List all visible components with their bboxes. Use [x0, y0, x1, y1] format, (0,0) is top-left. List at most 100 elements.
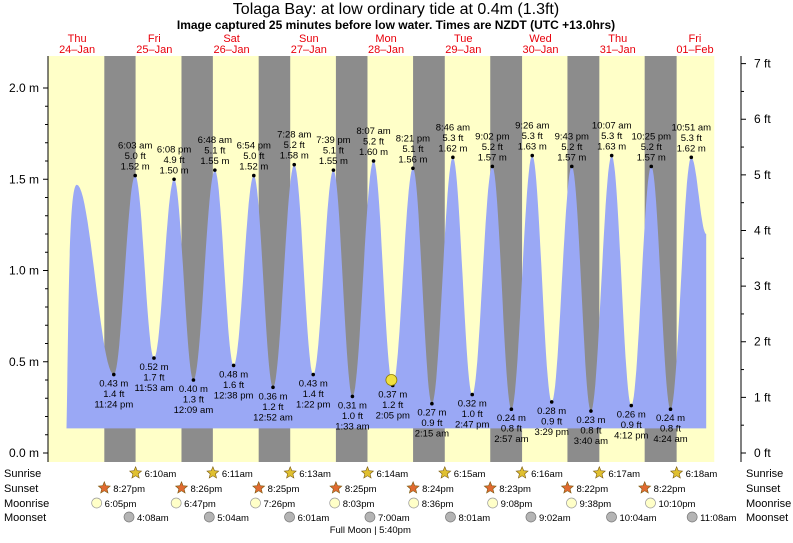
- sunset-icon: [97, 481, 111, 494]
- extreme-point: [569, 164, 574, 169]
- extreme-label: 9:26 am: [515, 121, 549, 132]
- moonrise-icon: [566, 497, 577, 509]
- extreme-label: 6:03 am: [118, 141, 152, 152]
- extreme-label: 1:33 am: [335, 421, 369, 432]
- left-tick-label: 0.0 m: [9, 446, 39, 460]
- full-moon-label: Full Moon | 5:40pm: [330, 525, 411, 536]
- extreme-label: 7:28 am: [277, 130, 311, 141]
- sunset-time: 8:27pm: [113, 484, 145, 495]
- sunset-time: 8:22pm: [576, 484, 608, 495]
- sunset-time: 8:25pm: [268, 484, 300, 495]
- extreme-label: 2:57 am: [494, 434, 528, 445]
- day-label-date: 30–Jan: [522, 44, 558, 56]
- extreme-label: 0.43 m: [299, 379, 328, 390]
- chart-title: Tolaga Bay: at low ordinary tide at 0.4m…: [233, 1, 559, 18]
- sunset-time: 8:23pm: [499, 484, 531, 495]
- extreme-label: 2:15 am: [415, 429, 449, 440]
- day-label-dow: Sun: [299, 33, 319, 45]
- extreme-label: 8:21 pm: [396, 133, 430, 144]
- extreme-point: [451, 155, 455, 160]
- sunset-icon: [560, 481, 575, 494]
- extreme-label: 4:12 pm: [614, 431, 648, 442]
- moonset-icon: [203, 511, 215, 523]
- extreme-point: [411, 166, 415, 171]
- sunrise-time: 6:18am: [686, 469, 718, 480]
- extreme-point: [530, 153, 535, 158]
- right-tick-label: 4 ft: [754, 223, 771, 237]
- day-label-date: 26–Jan: [214, 44, 250, 56]
- extreme-label: 10:07 am: [592, 121, 632, 132]
- sunset-icon: [406, 481, 420, 494]
- moonrise-icon: [329, 497, 341, 509]
- extreme-label: 0.48 m: [219, 369, 248, 380]
- left-tick-label: 2.0 m: [9, 81, 39, 95]
- extreme-label: 0.40 m: [179, 384, 208, 395]
- row-label-right: Moonset: [746, 512, 788, 524]
- extreme-point: [689, 155, 694, 160]
- extreme-label: 11:53 am: [135, 383, 174, 394]
- extreme-label: 11:24 pm: [94, 400, 133, 411]
- current-tide-marker: [385, 374, 398, 386]
- sun-moon-events: Sunrise Sunrise Sunset Sunset Moonrise Moonri…: [4, 466, 791, 536]
- extreme-label: 0.36 m: [258, 391, 287, 402]
- axes: 0.0 m 0.5 m 1.0 m 1.5 m 2.0 m 0 ft 1 ft 2 ft 3 f…: [9, 56, 771, 462]
- sunset-icon: [638, 481, 652, 494]
- sunrise-time: 6:17am: [608, 469, 640, 480]
- extreme-label: 1.0 ft: [462, 409, 483, 420]
- moonrise-time: 9:08pm: [501, 499, 533, 510]
- extreme-point: [191, 378, 196, 382]
- extreme-label: 0.27 m: [417, 408, 446, 419]
- extreme-label: 1.3 ft: [183, 395, 204, 406]
- sunset-icon: [483, 481, 497, 494]
- day-label-date: 28–Jan: [368, 44, 404, 56]
- day-label-date: 24–Jan: [59, 44, 95, 56]
- extreme-point: [133, 173, 138, 178]
- extreme-label: 1:22 pm: [296, 400, 330, 411]
- extreme-point: [231, 363, 236, 368]
- sunset-time: 8:24pm: [422, 484, 454, 495]
- moonrise-time: 9:38pm: [579, 499, 611, 510]
- moonset-icon: [284, 511, 295, 523]
- extreme-label: 5.2 ft: [284, 140, 305, 151]
- extreme-label: 1.62 m: [438, 143, 467, 154]
- extreme-label: 1.52 m: [239, 162, 268, 173]
- extreme-point: [668, 407, 673, 412]
- row-label-left: Sunrise: [4, 468, 41, 480]
- extreme-label: 1.0 ft: [342, 411, 363, 422]
- right-tick-label: 0 ft: [754, 446, 771, 460]
- extreme-point: [331, 168, 336, 172]
- sunset-icon: [252, 481, 266, 494]
- extreme-label: 0.9 ft: [421, 418, 442, 429]
- extreme-label: 1.63 m: [597, 142, 626, 153]
- extreme-label: 0.28 m: [537, 406, 566, 417]
- extreme-label: 1.7 ft: [143, 373, 164, 384]
- sunrise-time: 6:10am: [145, 469, 177, 480]
- extreme-point: [172, 177, 176, 182]
- moonrise-icon: [645, 497, 656, 509]
- extreme-label: 4:24 am: [653, 434, 687, 445]
- sunrise-icon: [206, 466, 220, 479]
- right-tick-label: 1 ft: [754, 390, 771, 404]
- extreme-label: 5.0 ft: [243, 151, 264, 162]
- extreme-point: [470, 392, 475, 397]
- row-label-left: Moonrise: [4, 498, 49, 510]
- day-label-dow: Wed: [529, 33, 551, 45]
- extreme-label: 0.31 m: [338, 400, 367, 411]
- extreme-point: [629, 403, 634, 408]
- extreme-label: 5.1 ft: [204, 146, 225, 157]
- day-label-date: 31–Jan: [600, 44, 636, 56]
- moonset-time: 6:01am: [298, 513, 330, 524]
- sunrise-icon: [128, 466, 143, 479]
- moonrise-icon: [487, 497, 499, 509]
- moonrise-time: 6:47pm: [184, 499, 216, 510]
- sunrise-icon: [283, 466, 297, 479]
- moonset-icon: [525, 511, 537, 523]
- day-label-date: 01–Feb: [676, 44, 713, 56]
- extreme-label: 0.26 m: [617, 410, 646, 421]
- day-label-dow: Thu: [68, 33, 87, 45]
- extreme-point: [251, 173, 256, 178]
- moonset-time: 9:02am: [539, 513, 571, 524]
